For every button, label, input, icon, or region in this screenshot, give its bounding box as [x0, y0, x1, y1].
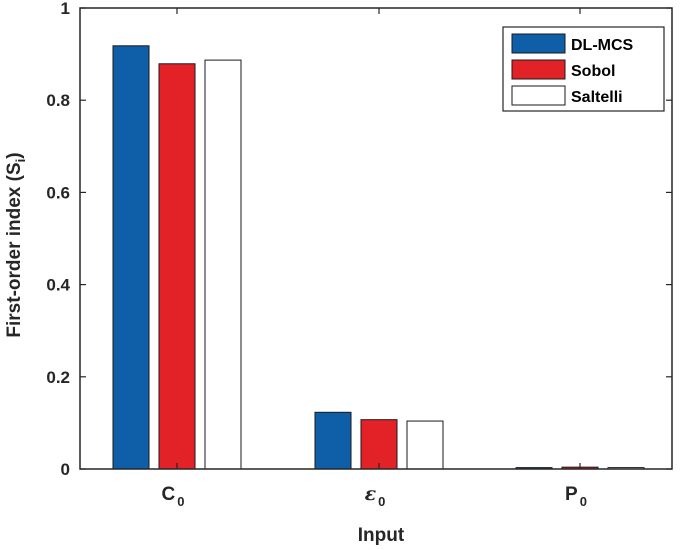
- ticks: 0 0.2 0.4 0.6 0.8 1 C 0 ε 0 P 0: [46, 0, 672, 509]
- bar-dl-mcs-2: [314, 411, 352, 470]
- bar-saltelli-2: [406, 420, 444, 470]
- legend-label-sobol: Sobol: [571, 63, 615, 80]
- x-axis-label: Input: [358, 525, 405, 546]
- y-tick-label: 0.2: [46, 368, 70, 387]
- y-tick-label: 0.8: [46, 91, 70, 110]
- bar-saltelli-1: [204, 59, 242, 470]
- y-tick-label: 0.4: [46, 276, 70, 295]
- bar-dl-mcs-1: [112, 45, 150, 470]
- y-tick-label: 0: [61, 460, 70, 479]
- bars: [112, 45, 645, 470]
- axes-box: [79, 7, 673, 470]
- y-axis-label-text: First-order index (S: [4, 162, 25, 337]
- legend: DL-MCS Sobol Saltelli: [502, 26, 665, 112]
- bar-sobol-1: [158, 63, 196, 470]
- legend-label-dl-mcs: DL-MCS: [571, 37, 634, 54]
- y-axis-label: First-order index (Si): [4, 152, 28, 337]
- bar-sobol-2: [360, 419, 398, 470]
- y-axis-label-close: ): [4, 152, 25, 158]
- legend-swatch-dl-mcs: [511, 33, 566, 54]
- legend-swatch-sobol: [511, 59, 566, 80]
- y-tick-label: 1: [61, 0, 70, 18]
- axes: [79, 7, 673, 470]
- legend-swatch-saltelli: [511, 85, 566, 106]
- y-tick-label: 0.6: [46, 183, 70, 202]
- legend-label-saltelli: Saltelli: [571, 89, 623, 106]
- y-axis-label-subscript: i: [13, 159, 28, 163]
